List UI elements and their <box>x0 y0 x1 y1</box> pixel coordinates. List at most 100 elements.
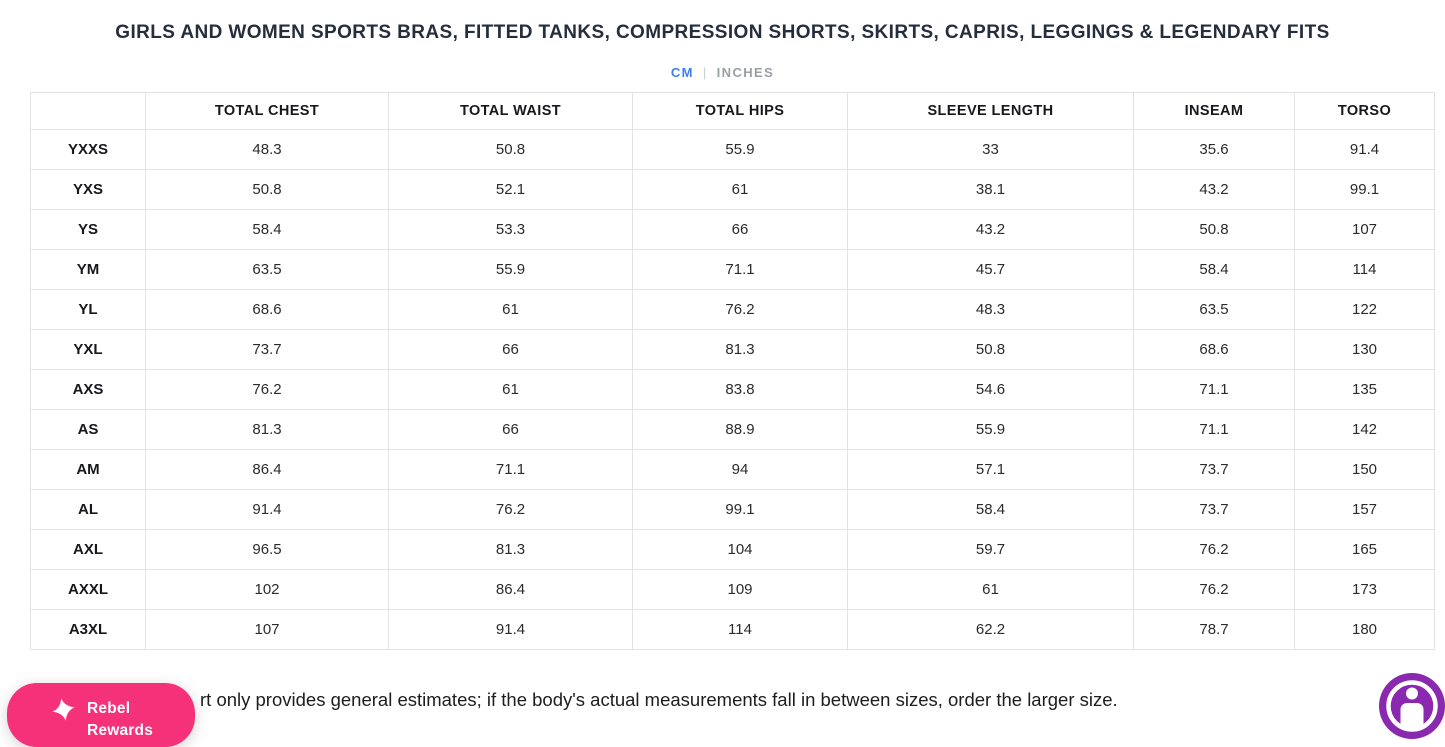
measurement-cell: 76.2 <box>1133 569 1295 610</box>
measurement-cell: 91.4 <box>1294 129 1435 170</box>
measurement-cell: 55.9 <box>388 249 633 290</box>
measurement-cell: 50.8 <box>145 169 389 210</box>
size-label: YXXS <box>30 129 146 170</box>
table-row: YXS 50.8 52.1 61 38.1 43.2 99.1 <box>30 169 1435 210</box>
measurement-cell: 50.8 <box>1133 209 1295 250</box>
measurement-cell: 122 <box>1294 289 1435 330</box>
accessibility-person-icon <box>1379 673 1445 739</box>
measurement-cell: 52.1 <box>388 169 633 210</box>
measurement-cell: 59.7 <box>847 529 1134 570</box>
measurement-cell: 91.4 <box>388 609 633 650</box>
measurement-cell: 35.6 <box>1133 129 1295 170</box>
size-label: AL <box>30 489 146 530</box>
size-chart-table: TOTAL CHEST TOTAL WAIST TOTAL HIPS SLEEVE L… <box>30 92 1435 650</box>
measurement-cell: 73.7 <box>1133 449 1295 490</box>
table-row: AS 81.3 66 88.9 55.9 71.1 142 <box>30 409 1435 450</box>
size-label: A3XL <box>30 609 146 650</box>
unit-toggle-cm[interactable]: CM <box>670 65 694 80</box>
measurement-cell: 58.4 <box>1133 249 1295 290</box>
size-chart-header-row: TOTAL CHEST TOTAL WAIST TOTAL HIPS SLEEVE L… <box>30 92 1435 130</box>
measurement-cell: 58.4 <box>847 489 1134 530</box>
measurement-cell: 45.7 <box>847 249 1134 290</box>
measurement-cell: 61 <box>388 289 633 330</box>
measurement-cell: 88.9 <box>632 409 848 450</box>
measurement-cell: 38.1 <box>847 169 1134 210</box>
column-header <box>30 92 146 130</box>
measurement-cell: 81.3 <box>388 529 633 570</box>
measurement-cell: 71.1 <box>1133 369 1295 410</box>
measurement-cell: 73.7 <box>1133 489 1295 530</box>
column-header: INSEAM <box>1133 92 1295 130</box>
unit-toggle-inches[interactable]: INCHES <box>716 65 775 80</box>
column-header: TOTAL CHEST <box>145 92 389 130</box>
size-label: AS <box>30 409 146 450</box>
table-row: YXXS 48.3 50.8 55.9 33 35.6 91.4 <box>30 129 1435 170</box>
measurement-cell: 61 <box>632 169 848 210</box>
rebel-rewards-button[interactable]: Rebel Rewards <box>7 683 195 747</box>
size-label: YL <box>30 289 146 330</box>
measurement-cell: 63.5 <box>145 249 389 290</box>
measurement-cell: 33 <box>847 129 1134 170</box>
size-label: AXXL <box>30 569 146 610</box>
table-row: AM 86.4 71.1 94 57.1 73.7 150 <box>30 449 1435 490</box>
measurement-cell: 68.6 <box>145 289 389 330</box>
measurement-cell: 48.3 <box>847 289 1134 330</box>
measurement-cell: 55.9 <box>632 129 848 170</box>
size-label: AM <box>30 449 146 490</box>
measurement-cell: 157 <box>1294 489 1435 530</box>
measurement-cell: 61 <box>847 569 1134 610</box>
measurement-cell: 81.3 <box>632 329 848 370</box>
table-row: AXL 96.5 81.3 104 59.7 76.2 165 <box>30 529 1435 570</box>
measurement-cell: 107 <box>1294 209 1435 250</box>
size-label: AXL <box>30 529 146 570</box>
sparkle-star-icon <box>51 698 76 722</box>
table-row: YL 68.6 61 76.2 48.3 63.5 122 <box>30 289 1435 330</box>
column-header: SLEEVE LENGTH <box>847 92 1134 130</box>
measurement-cell: 76.2 <box>145 369 389 410</box>
measurement-cell: 76.2 <box>1133 529 1295 570</box>
measurement-cell: 99.1 <box>632 489 848 530</box>
measurement-cell: 73.7 <box>145 329 389 370</box>
table-row: YS 58.4 53.3 66 43.2 50.8 107 <box>30 209 1435 250</box>
measurement-cell: 76.2 <box>388 489 633 530</box>
measurement-cell: 71.1 <box>388 449 633 490</box>
column-header: TORSO <box>1294 92 1435 130</box>
size-label: YM <box>30 249 146 290</box>
measurement-cell: 43.2 <box>1133 169 1295 210</box>
measurement-cell: 180 <box>1294 609 1435 650</box>
table-row: A3XL 107 91.4 114 62.2 78.7 180 <box>30 609 1435 650</box>
column-header: TOTAL HIPS <box>632 92 848 130</box>
unit-toggle: CM | INCHES <box>0 65 1445 80</box>
measurement-cell: 86.4 <box>388 569 633 610</box>
measurement-cell: 114 <box>1294 249 1435 290</box>
measurement-cell: 114 <box>632 609 848 650</box>
size-label: YS <box>30 209 146 250</box>
size-chart-body: YXXS 48.3 50.8 55.9 33 35.6 91.4 YXS 50.8 52.1 61 3… <box>30 129 1435 650</box>
measurement-cell: 165 <box>1294 529 1435 570</box>
measurement-cell: 43.2 <box>847 209 1134 250</box>
measurement-cell: 99.1 <box>1294 169 1435 210</box>
accessibility-widget-button[interactable] <box>1379 673 1445 739</box>
size-chart-note: rt only provides general estimates; if t… <box>200 689 1118 710</box>
page-title: GIRLS AND WOMEN SPORTS BRAS, FITTED TANK… <box>115 22 1330 43</box>
measurement-cell: 71.1 <box>632 249 848 290</box>
measurement-cell: 91.4 <box>145 489 389 530</box>
measurement-cell: 57.1 <box>847 449 1134 490</box>
size-label: YXL <box>30 329 146 370</box>
measurement-cell: 150 <box>1294 449 1435 490</box>
measurement-cell: 104 <box>632 529 848 570</box>
measurement-cell: 50.8 <box>388 129 633 170</box>
measurement-cell: 61 <box>388 369 633 410</box>
measurement-cell: 58.4 <box>145 209 389 250</box>
table-row: AXS 76.2 61 83.8 54.6 71.1 135 <box>30 369 1435 410</box>
measurement-cell: 107 <box>145 609 389 650</box>
measurement-cell: 173 <box>1294 569 1435 610</box>
measurement-cell: 63.5 <box>1133 289 1295 330</box>
measurement-cell: 135 <box>1294 369 1435 410</box>
measurement-cell: 142 <box>1294 409 1435 450</box>
table-row: YXL 73.7 66 81.3 50.8 68.6 130 <box>30 329 1435 370</box>
measurement-cell: 83.8 <box>632 369 848 410</box>
measurement-cell: 109 <box>632 569 848 610</box>
size-label: YXS <box>30 169 146 210</box>
measurement-cell: 86.4 <box>145 449 389 490</box>
